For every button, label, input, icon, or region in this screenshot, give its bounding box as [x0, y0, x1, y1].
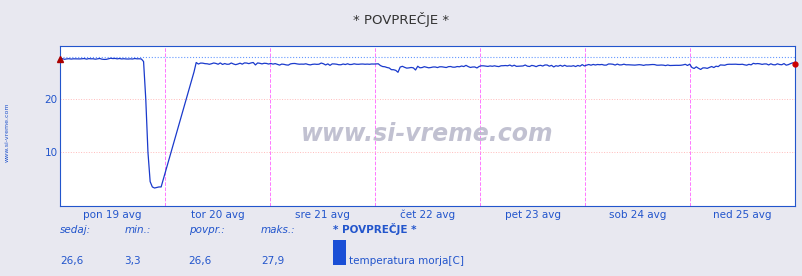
Text: www.si-vreme.com: www.si-vreme.com	[5, 103, 10, 162]
Text: povpr.:: povpr.:	[188, 225, 225, 235]
Text: www.si-vreme.com: www.si-vreme.com	[301, 122, 553, 145]
Text: maks.:: maks.:	[261, 225, 295, 235]
Text: 3,3: 3,3	[124, 256, 141, 266]
Text: min.:: min.:	[124, 225, 151, 235]
Text: 26,6: 26,6	[188, 256, 212, 266]
Text: temperatura morja[C]: temperatura morja[C]	[349, 256, 464, 266]
Text: * POVPREČJE *: * POVPREČJE *	[353, 12, 449, 27]
Text: * POVPREČJE *: * POVPREČJE *	[333, 223, 416, 235]
Text: sedaj:: sedaj:	[60, 225, 91, 235]
Text: 27,9: 27,9	[261, 256, 284, 266]
Text: 26,6: 26,6	[60, 256, 83, 266]
